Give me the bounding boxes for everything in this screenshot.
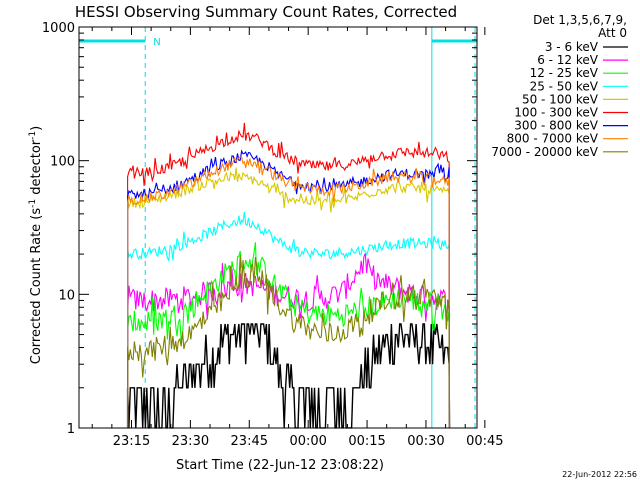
axes-layer: 23:15 23:30 23:45 00:00 00:15 00:30 00:45 1 10 10… (42, 21, 504, 449)
y-axis-label: Corrected Count Rate (s-1 detector-1) (28, 126, 44, 364)
series-line-1 (127, 253, 451, 429)
series-line-7 (127, 156, 451, 429)
y-axis-label-mid: detector (29, 139, 44, 199)
x-tick-label-1: 23:30 (172, 434, 209, 449)
y-axis-label-main: Corrected Count Rate (s (29, 208, 44, 365)
legend-label-2: 12 - 25 keV (530, 66, 599, 80)
x-tick-label-3: 00:00 (289, 434, 326, 449)
legend-label-5: 100 - 300 keV (514, 106, 598, 120)
y-tick-label-2: 100 (50, 155, 75, 170)
legend-label-7: 800 - 7000 keV (507, 132, 599, 146)
x-tick-label-2: 23:45 (231, 434, 268, 449)
legend-label-8: 7000 - 20000 keV (491, 145, 598, 159)
night-marker-label: N (153, 37, 160, 48)
plot-frame (78, 26, 478, 429)
series-line-5 (127, 122, 451, 429)
x-tick-label-5: 00:30 (407, 434, 444, 449)
chart-title: HESSI Observing Summary Count Rates, Cor… (75, 3, 457, 21)
legend-header-line2: Att 0 (598, 26, 627, 40)
series-layer (126, 122, 451, 429)
x-tick-label-0: 23:15 (113, 434, 150, 449)
legend-label-3: 25 - 50 keV (530, 79, 599, 93)
datestamp: 22-Jun-2012 22:56 (562, 470, 637, 479)
legend-label-1: 6 - 12 keV (537, 53, 599, 67)
y-tick-label-1: 10 (58, 288, 75, 303)
legend-label-6: 300 - 800 keV (514, 119, 598, 133)
x-axis-label: Start Time (22-Jun-12 23:08:22) (176, 458, 384, 473)
legend-label-0: 3 - 6 keV (545, 40, 599, 54)
series-line-0 (126, 323, 451, 429)
y-axis-label-end: ) (29, 126, 44, 131)
y-tick-label-3: 1000 (42, 21, 75, 36)
x-tick-label-4: 00:15 (348, 434, 385, 449)
legend-header-line1: Det 1,3,5,6,7,9, (533, 13, 627, 27)
svg-text:Corrected Count Rate (s-1 dete: Corrected Count Rate (s-1 detector-1) (28, 126, 44, 364)
series-line-4 (127, 167, 451, 429)
series-line-8 (127, 255, 451, 429)
x-tick-label-6: 00:45 (466, 434, 503, 449)
y-axis-label-sup2: -1 (28, 131, 38, 140)
y-tick-label-0: 1 (67, 422, 75, 437)
y-axis-label-sup1: -1 (28, 199, 38, 208)
series-line-3 (127, 211, 451, 429)
legend-label-4: 50 - 100 keV (522, 92, 599, 106)
